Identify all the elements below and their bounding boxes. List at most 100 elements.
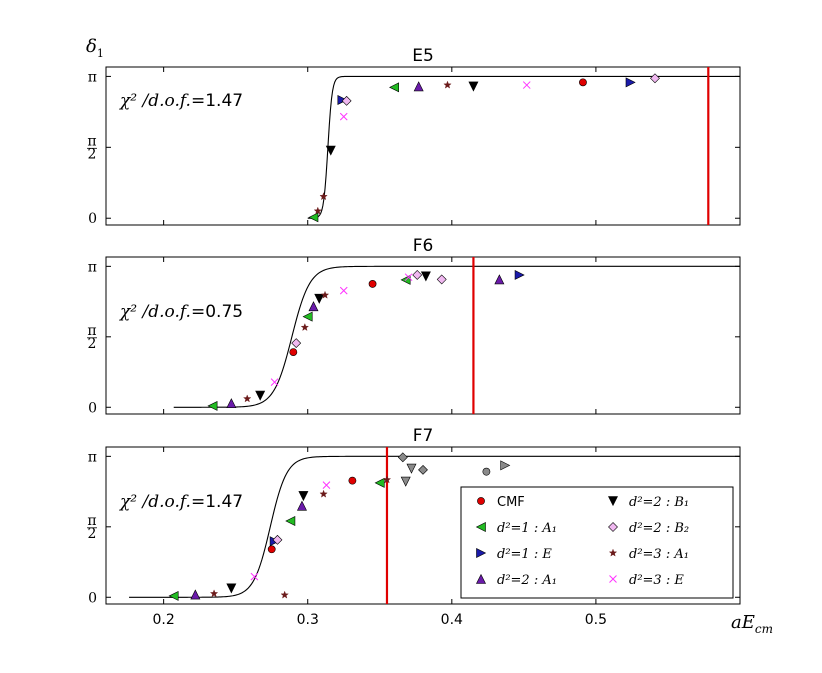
legend-item-d2-2-b1: d²=2 : B₁ [608,495,689,510]
point-d2-3-a1 [319,489,328,498]
svg-text:2: 2 [88,146,97,162]
grey-point-triangle-right [500,460,511,471]
point-d2-3-e [522,81,531,89]
y-tick-label: π2 [87,323,97,352]
point-d2-3-a1 [243,394,252,403]
svg-text:2: 2 [88,336,97,352]
y-axis-label: δ1 [86,36,104,60]
y-tick-label: 0 [88,590,97,606]
legend-label: d²=2 : B₁ [629,495,689,510]
point-d2-1-e [337,94,348,105]
grey-point-circle [482,467,491,476]
x-tick-label: 0.5 [585,612,607,628]
svg-text:π: π [87,513,96,529]
point-d2-1-a1 [302,311,313,322]
legend-label: d²=1 : A₁ [497,521,557,536]
legend-item-cmf: CMF [477,495,525,510]
point-cmf [579,78,587,87]
point-d2-1-a1 [168,590,179,601]
point-d2-3-a1 [313,206,322,215]
legend-item-d2-3-e: d²=3 : E [609,573,684,588]
legend-item-d2-1-a1: d²=1 : A₁ [475,521,557,536]
point-d2-2-a1 [296,500,307,511]
point-d2-2-a1 [494,274,505,285]
legend-box: CMF d²=2 : B₁ d²=1 : A₁ d²=2 : B₂ d²=1 : E d²… [460,486,734,599]
chi2-annotation: χ² /d.o.f.=0.75 [119,302,243,322]
point-d2-2-b1 [314,293,325,304]
fit-curve [307,75,740,219]
legend: CMF d²=2 : B₁ d²=1 : A₁ d²=2 : B₂ d²=1 : E d²… [460,486,734,599]
point-d2-3-e [339,286,348,295]
point-d2-3-a1 [443,80,452,89]
point-d2-1-e [514,269,525,280]
legend-marker-triangle-up [476,573,486,584]
point-d2-2-b1 [420,271,431,282]
chi2-annotation: χ² /d.o.f.=1.47 [119,91,243,111]
legend-marker-circle [477,497,485,505]
point-d2-2-a1 [226,398,237,409]
point-d2-3-a1 [280,590,289,599]
point-d2-3-e [404,273,413,282]
point-d2-2-b2 [291,338,302,349]
point-d2-2-b2 [272,534,283,545]
legend-item-d2-2-b2: d²=2 : B₂ [608,521,689,536]
legend-label: d²=3 : E [629,573,684,588]
point-d2-2-b1 [325,145,336,156]
point-d2-2-b2 [412,270,423,280]
x-tick-label: 0.2 [153,612,175,628]
grey-point-triangle-down [400,476,411,487]
legend-label: d²=2 : B₂ [629,521,689,536]
legend-marker-triangle-right [476,548,487,558]
y-tick-label: π [88,259,97,275]
panel-f6: F6 0 π2 π χ² /d.o.f.=0.75 [87,236,741,416]
legend-frame [460,486,734,599]
point-d2-1-a1 [308,212,319,223]
panel-title: F6 [413,236,434,256]
point-d2-3-a1 [319,192,328,201]
point-cmf [348,476,357,485]
point-d2-2-a1 [413,81,424,92]
point-d2-2-a1 [308,301,319,312]
legend-label: d²=3 : A₁ [629,547,689,562]
point-cmf [289,348,298,356]
point-d2-2-b1 [255,390,266,401]
legend-item-d2-3-a1: d²=3 : A₁ [608,547,689,562]
point-d2-2-b1 [226,583,237,594]
y-tick-label: 0 [88,400,97,416]
plot-frame [105,256,741,415]
point-d2-1-a1 [374,477,385,488]
y-tick-label: 0 [88,211,97,227]
point-d2-2-b2 [436,274,447,285]
point-d2-3-a1 [320,290,330,299]
y-tick-label: π2 [87,513,97,542]
legend-marker-triangle-down [608,496,618,507]
point-cmf [368,280,377,288]
panel-title: F7 [413,426,434,446]
point-d2-1-e [625,77,636,88]
point-d2-3-a1 [382,475,392,484]
legend-marker-triangle-left [475,522,486,532]
panel-title: E5 [412,46,434,66]
fit-curve [129,455,740,598]
point-cmf [267,545,276,554]
svg-text:π: π [87,133,96,149]
x-tick-label: 0.4 [441,612,463,628]
point-d2-1-a1 [207,400,218,411]
point-d2-3-e [270,378,279,387]
legend-label: d²=2 : A₁ [497,573,557,588]
svg-text:2: 2 [88,526,97,542]
legend-item-d2-2-a1: d²=2 : A₁ [476,573,557,588]
point-d2-2-b2 [650,73,660,84]
point-d2-3-e [250,572,259,581]
point-d2-3-e [322,481,331,489]
plot-frame [105,446,741,605]
fit-curve [173,265,740,408]
chi2-annotation: χ² /d.o.f.=1.47 [119,492,243,512]
legend-label: d²=1 : E [497,547,552,562]
grey-point-triangle-down [406,463,417,474]
point-d2-2-b1 [298,491,309,502]
legend-item-d2-1-e: d²=1 : E [476,547,552,562]
point-d2-2-a1 [190,589,201,600]
